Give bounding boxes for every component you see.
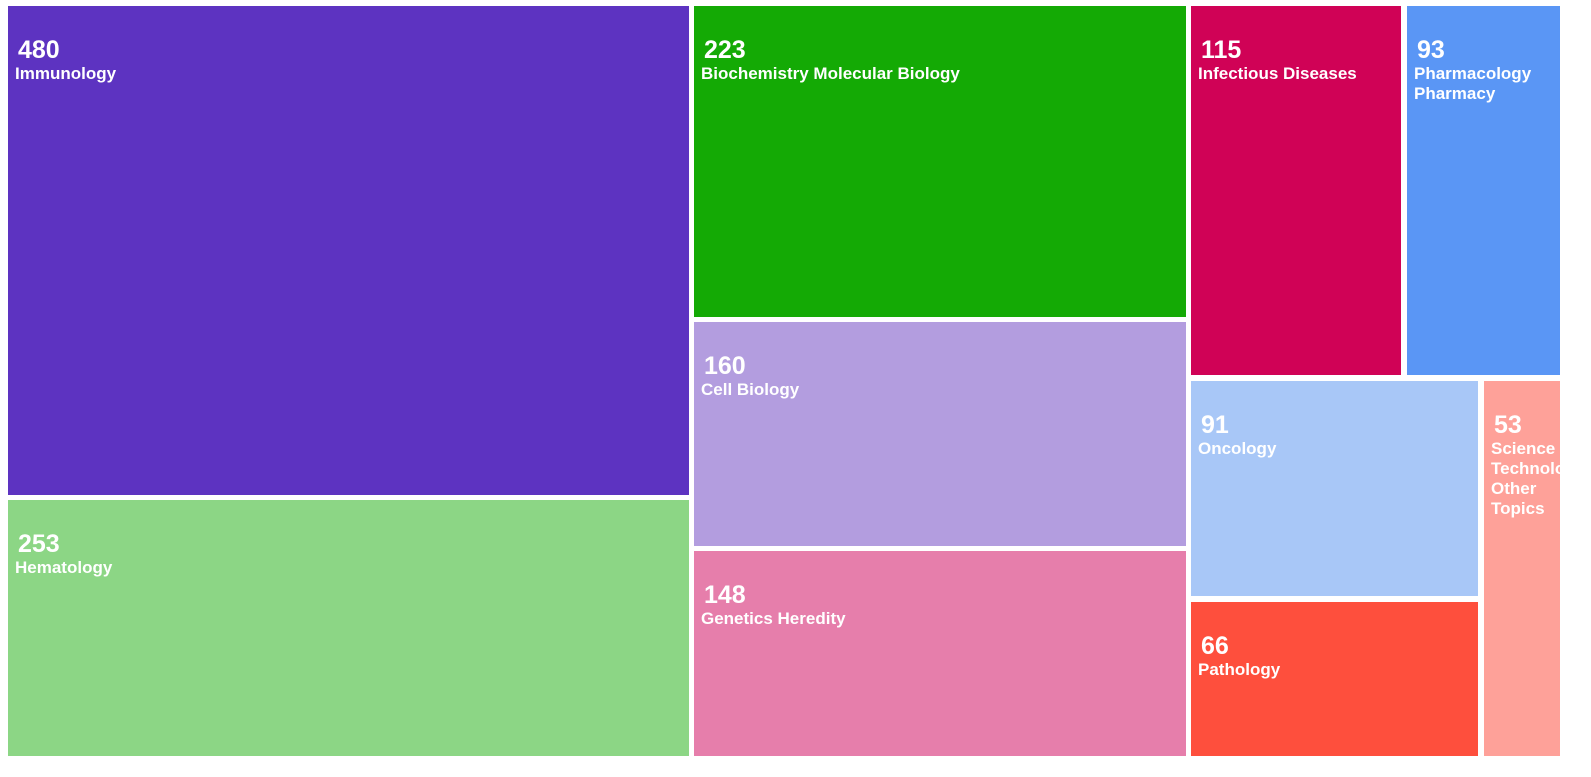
tile-value: 148 [704,581,746,609]
tile-label: Pathology [1198,660,1281,679]
tile-value: 53 [1494,411,1522,439]
tile-value: 91 [1201,411,1229,439]
tile-value: 66 [1201,632,1229,660]
tile-label: Hematology [15,558,113,577]
tile-value: 253 [18,530,60,558]
treemap-tile-cell-biology[interactable]: 160 Cell Biology [694,322,1186,546]
treemap-tile-immunology[interactable]: 480 Immunology [8,6,689,495]
tile-value: 480 [18,36,60,64]
treemap-tile-pathology[interactable]: 66 Pathology [1191,602,1478,756]
treemap-tile-hematology[interactable]: 253 Hematology [8,500,689,756]
tile-label: Genetics Heredity [701,609,846,628]
treemap-tile-genetics-heredity[interactable]: 148 Genetics Heredity [694,551,1186,756]
tile-label: Cell Biology [701,380,800,399]
treemap-tile-oncology[interactable]: 91 Oncology [1191,381,1478,596]
tile-value: 223 [704,36,746,64]
tile-value: 115 [1201,36,1242,64]
tile-label: Oncology [1198,439,1277,458]
tile-label: Pharmacology Pharmacy [1414,64,1532,103]
tile-label: Immunology [15,64,117,83]
tile-value: 93 [1417,36,1445,64]
tile-label: Biochemistry Molecular Biology [701,64,960,83]
tile-value: 160 [704,352,746,380]
treemap-tile-infectious-diseases[interactable]: 115 Infectious Diseases [1191,6,1401,375]
treemap-tile-pharmacology-pharmacy[interactable]: 93 Pharmacology Pharmacy [1407,6,1560,375]
tile-label: Infectious Diseases [1198,64,1357,83]
treemap-tile-biochemistry-molecular-biology[interactable]: 223 Biochemistry Molecular Biology [694,6,1186,317]
tile-label: Science Technology Other Topics [1491,439,1560,518]
